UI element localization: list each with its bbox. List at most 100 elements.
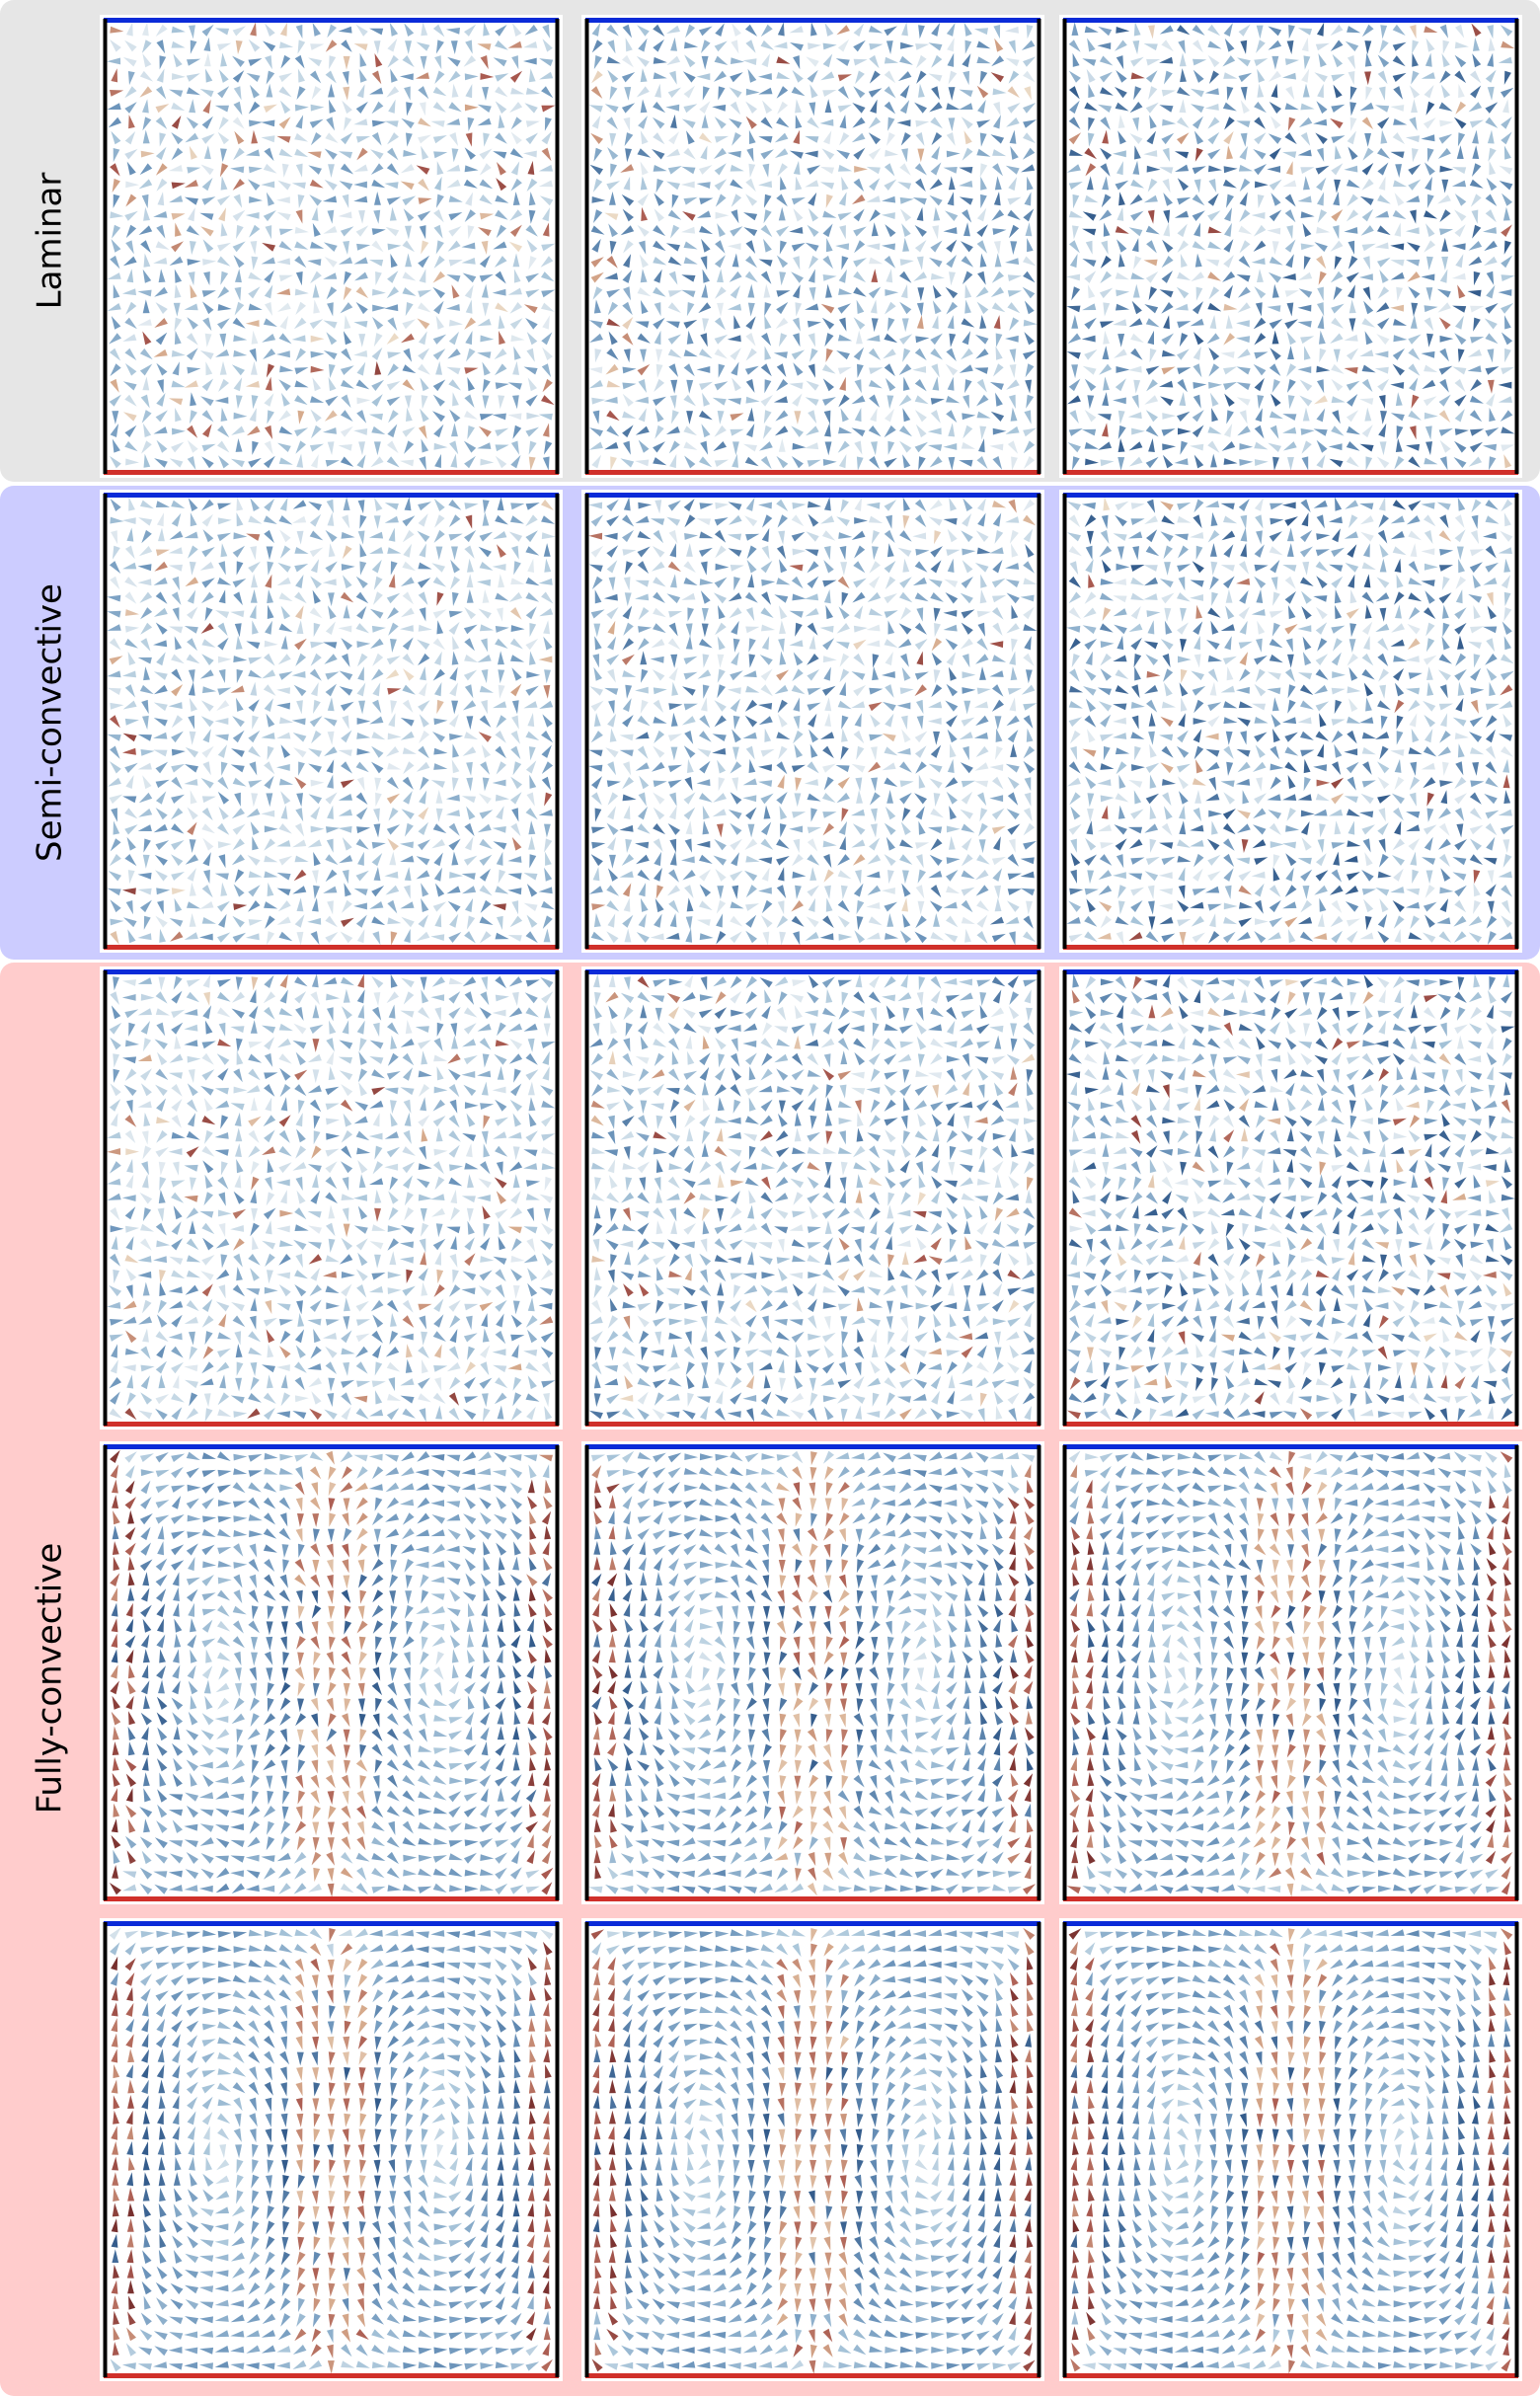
flow-arrow [495,444,509,452]
flow-arrow [653,39,664,52]
flow-arrow [898,363,912,375]
flow-arrow [779,271,787,286]
flow-arrow [112,178,120,193]
flow-arrow [217,86,230,99]
flow-arrow [808,363,815,378]
flow-arrow [701,424,711,438]
flow-arrow [542,378,553,393]
flow-arrow [280,54,291,69]
flow-arrow [653,257,667,266]
flow-arrow [774,425,789,436]
flow-arrow [714,381,729,391]
flow-arrow [607,39,616,54]
flow-arrow [249,408,257,423]
flow-arrow [157,379,164,394]
flow-arrow [683,104,698,114]
flow-arrow [217,242,231,252]
flow-arrow [340,163,354,175]
flow-arrow [477,43,492,50]
flow-arrow [961,348,973,360]
flow-arrow [592,410,600,425]
flow-arrow [806,56,819,67]
flow-arrow [309,179,324,189]
flow-arrow [526,239,538,253]
flow-arrow [623,286,631,301]
flow-arrow [791,271,804,283]
flow-arrow [510,454,521,469]
flow-arrow [464,367,479,374]
flow-arrow [420,55,427,70]
flow-arrow [111,130,121,145]
flow-arrow [822,210,837,218]
flow-arrow [836,25,850,36]
flow-arrow [976,56,991,64]
flow-arrow [186,348,198,360]
flow-arrow [386,163,400,176]
flow-arrow [701,114,709,128]
flow-arrow [606,410,620,422]
flow-arrow [205,361,213,376]
flow-arrow [928,73,943,82]
flow-arrow [930,162,942,176]
flow-arrow [451,284,460,299]
flow-arrow [993,102,1001,116]
flow-arrow [886,269,893,283]
flow-arrow [825,238,833,253]
flow-arrow [667,166,682,175]
flow-arrow [993,241,1001,255]
flow-arrow [789,26,804,34]
flow-arrow [810,22,817,37]
flow-arrow [185,132,199,143]
flow-arrow [825,193,833,208]
flow-arrow [822,53,833,68]
flow-arrow [700,333,708,348]
flow-arrow [792,442,807,450]
flow-arrow [605,363,619,375]
flow-arrow [400,459,415,467]
flow-arrow [912,365,927,373]
flow-arrow [435,39,444,54]
flow-arrow [327,24,337,39]
group-label: Semi-convective [31,583,70,862]
flow-arrow [791,86,806,97]
flow-arrow [525,394,538,407]
flow-arrow [625,148,632,163]
flow-arrow [745,424,755,437]
flow-arrow [404,23,415,37]
flow-arrow [837,86,849,100]
flow-arrow [914,379,927,392]
flow-arrow [793,256,801,271]
flow-arrow [217,440,230,453]
flow-arrow [387,243,402,251]
flow-arrow [297,39,306,54]
flow-arrow [594,348,602,363]
flow-arrow [760,271,772,284]
flow-arrow [234,301,245,316]
flow-arrow [202,301,214,315]
flow-arrow [386,286,400,299]
flow-arrow [854,379,862,394]
flow-arrow [668,131,679,145]
flow-arrow [947,38,955,52]
flow-arrow [653,24,665,37]
flow-arrow [371,425,386,435]
flow-arrow [776,379,789,392]
flow-arrow [358,68,367,83]
flow-arrow [793,129,800,144]
flow-arrow [233,101,243,116]
flow-arrow [837,74,852,82]
flow-arrow [620,458,635,468]
flow-arrow [325,460,340,467]
flow-arrow [249,195,263,203]
panels [100,15,1522,2381]
flow-arrow [433,255,445,269]
flow-arrow [122,57,137,67]
flow-arrow [962,413,976,421]
flow-arrow [507,413,522,421]
flow-arrow [806,425,819,436]
flow-arrow [683,349,698,357]
flow-arrow [245,380,260,388]
flow-arrow [477,442,492,449]
flow-arrow [915,119,930,127]
flow-arrow [963,222,970,237]
